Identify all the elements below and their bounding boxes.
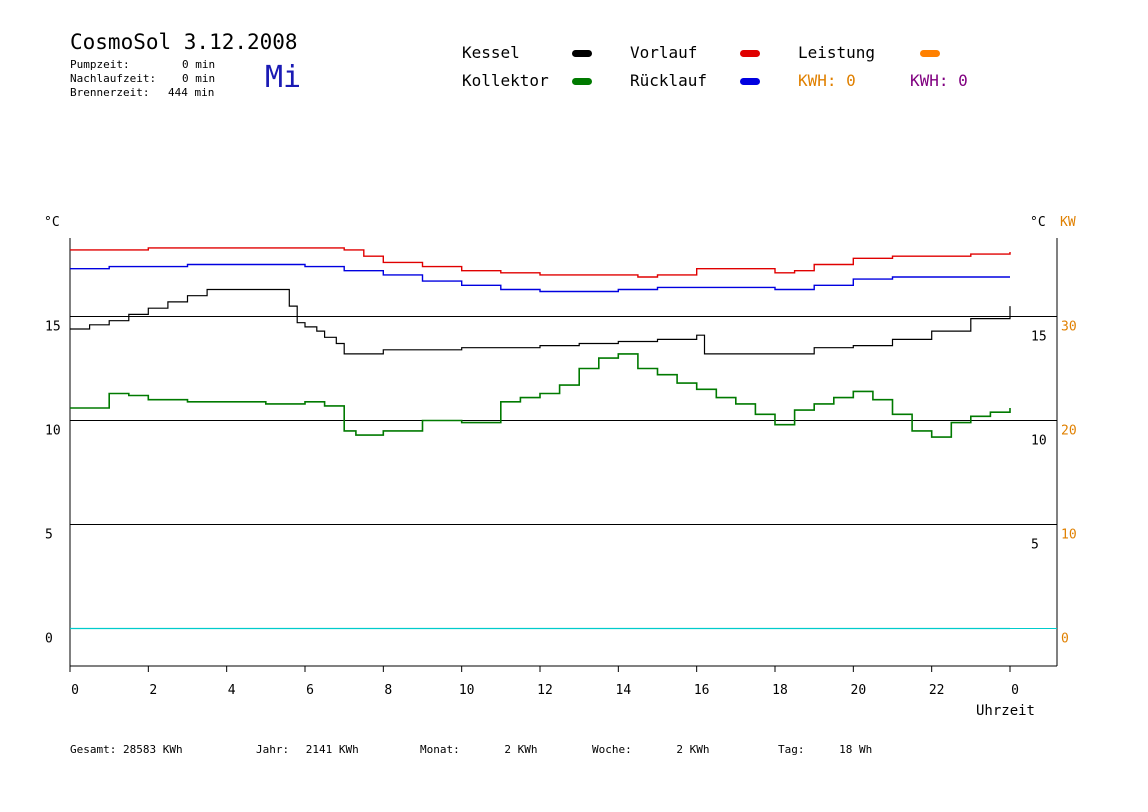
x-tick-label: 2 [149, 683, 157, 698]
right-tick-label: 10 [1031, 434, 1047, 449]
footer-label: Monat: [420, 743, 460, 756]
x-tick-label: 10 [459, 683, 475, 698]
kw-tick-label: 0 [1061, 632, 1069, 647]
stat-value: 444 min [168, 86, 215, 99]
x-axis-label: Uhrzeit [976, 703, 1035, 719]
stat-value: 0 min [182, 72, 216, 85]
footer-jahr: Jahr: 2141 KWh [256, 743, 359, 756]
stat-label: Brennerzeit: [70, 86, 150, 99]
x-tick-label: 6 [306, 683, 314, 698]
kw-tick-label: 10 [1061, 528, 1077, 543]
footer-label: Woche: [592, 743, 632, 756]
series-line-vorlauf [70, 247, 1011, 278]
legend-kollektor-label: Kollektor [462, 71, 549, 90]
legend-kwh-orange: KWH: 0 [798, 71, 856, 90]
footer-woche: Woche: 2 KWh [592, 743, 710, 756]
x-tick-label: 8 [384, 683, 392, 698]
legend-kessel-swatch [572, 50, 592, 57]
footer-label: Tag: [778, 743, 805, 756]
legend-vorlauf-label: Vorlauf [630, 43, 698, 62]
chart-labels: 0 2 4 6 8 10 12 14 16 18 20 22 0 Uhrzeit °C °C KW 15 10 5 0 1… [44, 215, 1077, 719]
footer-monat: Monat: 2 KWh [420, 743, 538, 756]
legend-vorlauf-swatch [740, 50, 760, 57]
stat-value: 0 min [182, 58, 216, 71]
legend-kollektor-swatch [572, 78, 592, 85]
kw-tick-label: 20 [1061, 424, 1077, 439]
legend-kessel-label: Kessel [462, 43, 520, 62]
x-tick-label: 22 [929, 683, 945, 698]
left-axis-unit: °C [44, 215, 60, 230]
stat-label: Pumpzeit: [70, 58, 130, 71]
legend-leistung-label: Leistung [798, 43, 876, 62]
left-tick-label: 15 [45, 320, 61, 335]
x-tick-label: 4 [228, 683, 236, 698]
footer-label: Gesamt: [70, 743, 117, 756]
series-line-ruecklauf [70, 263, 1010, 293]
legend-ruecklauf-label: Rücklauf [630, 71, 708, 90]
footer-value: 2 KWh [676, 743, 710, 756]
right-axis-unit: °C [1030, 215, 1046, 230]
kw-tick-label: 30 [1061, 320, 1077, 335]
left-tick-label: 10 [45, 424, 61, 439]
footer-tag: Tag: 18 Wh [778, 743, 872, 756]
left-tick-label: 5 [45, 528, 53, 543]
stat-brennerzeit: Brennerzeit: 444 min [70, 86, 214, 99]
footer-gesamt: Gesamt: 28583 KWh [70, 743, 183, 756]
footer-value: 2141 KWh [305, 743, 359, 756]
chart-title: CosmoSol 3.12.2008 [70, 30, 298, 54]
right-tick-label: 15 [1031, 330, 1047, 345]
right-axis-kw-unit: KW [1060, 215, 1076, 230]
chart-series [70, 247, 1011, 630]
footer-value: 28583 KWh [122, 743, 183, 756]
legend-leistung-swatch [920, 50, 940, 57]
legend-kwh-purple: KWH: 0 [910, 71, 968, 90]
x-tick-label: 18 [772, 683, 788, 698]
x-tick-label: 0 [1011, 683, 1019, 698]
x-tick-label: 16 [694, 683, 710, 698]
stat-nachlaufzeit: Nachlaufzeit: 0 min [70, 72, 215, 85]
x-tick-label: 12 [537, 683, 553, 698]
stat-label: Nachlaufzeit: [70, 72, 157, 85]
legend-ruecklauf-swatch [740, 78, 760, 85]
stat-pumpzeit: Pumpzeit: 0 min [70, 58, 215, 71]
right-tick-label: 5 [1031, 538, 1039, 553]
footer-label: Jahr: [256, 743, 290, 756]
x-tick-label: 14 [616, 683, 632, 698]
chart-axes [69, 238, 1058, 672]
footer-value: 18 Wh [839, 743, 873, 756]
left-tick-label: 0 [45, 632, 53, 647]
footer-value: 2 KWh [504, 743, 538, 756]
series-line-kollektor [70, 353, 1011, 438]
series-line-kessel [70, 288, 1011, 355]
x-tick-label: 20 [851, 683, 867, 698]
weekday-label: Mi [265, 60, 302, 95]
x-tick-label: 0 [71, 683, 79, 698]
